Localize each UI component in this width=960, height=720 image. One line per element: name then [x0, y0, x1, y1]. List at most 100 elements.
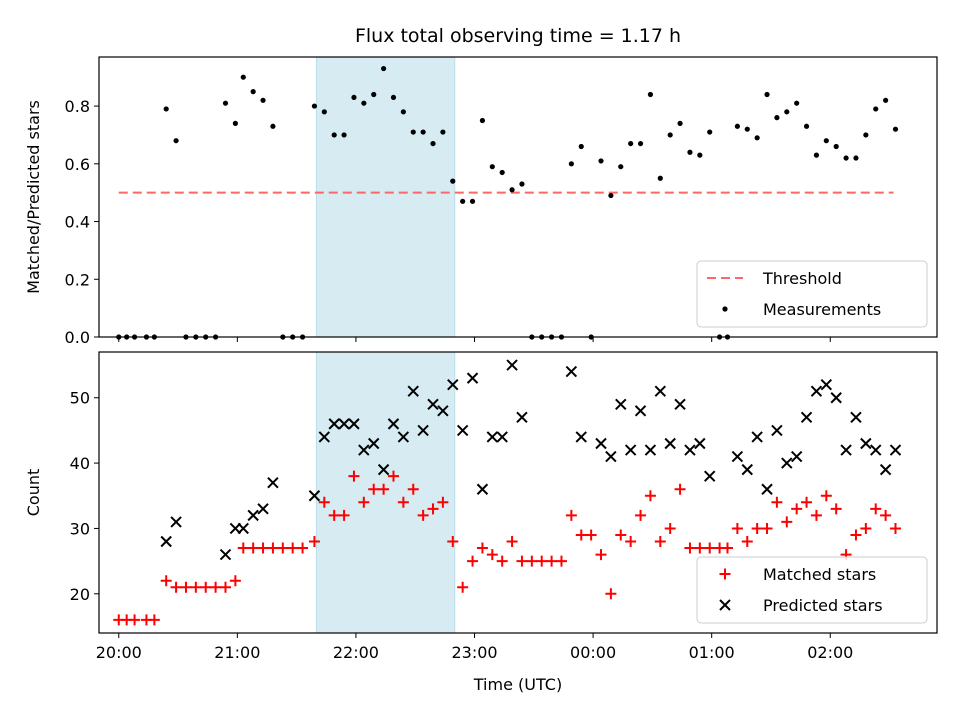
matched-star-point [148, 614, 160, 626]
matched-star-point [585, 529, 597, 541]
count-chart: 20:00 21:00 22:00 23:00 00:00 01:00 02:00 20 30 4… [24, 351, 938, 694]
measurement-point [499, 169, 505, 176]
measurement-point [667, 132, 673, 138]
predicted-star-point [397, 431, 410, 443]
measurement-point [400, 109, 406, 115]
matched-star-point [870, 503, 882, 515]
plot-frame [98, 56, 938, 338]
measurement-point [687, 149, 693, 155]
matched-star-point [368, 483, 380, 495]
matched-star-point [694, 542, 706, 554]
predicted-star-point [781, 457, 793, 469]
matched-star-point [129, 614, 141, 626]
matched-star-point [318, 496, 330, 508]
measurement-point [390, 94, 397, 101]
matched-star-point [781, 516, 793, 528]
measurement-point [321, 109, 327, 115]
matched-star-point [200, 581, 212, 593]
y-tick-label: 20 [70, 585, 90, 604]
predicted-star-point [870, 444, 882, 456]
measurement-point [883, 97, 889, 103]
matched-star-point [506, 536, 518, 548]
matched-star-point [387, 470, 399, 482]
predicted-star-point [437, 405, 449, 417]
measurement-point [440, 129, 446, 135]
count-x-axis-label: Time (UTC) [473, 675, 562, 694]
matched-star-point [277, 542, 289, 554]
measurement-point [873, 106, 879, 112]
measurement-point [628, 140, 634, 147]
predicted-star-point [257, 503, 269, 515]
predicted-star-point [761, 483, 773, 495]
predicted-star-point [850, 411, 862, 424]
matched-star-point [476, 542, 488, 554]
measurement-point [240, 74, 246, 80]
x-tick-label: 23:00 [451, 643, 497, 662]
measurement-point [381, 65, 387, 72]
measurement-point [657, 175, 663, 181]
predicted-star-point [830, 392, 842, 404]
matched-star-point [407, 483, 419, 495]
measurement-point [892, 126, 899, 132]
predicted-star-point [664, 437, 676, 450]
observing-window-shade [315, 351, 456, 634]
matched-star-point [605, 588, 617, 600]
matched-star-point [889, 522, 901, 534]
measurement-point [509, 187, 515, 193]
matched-star-point [555, 555, 567, 567]
predicted-star-point [219, 548, 232, 561]
matched-star-point [684, 542, 696, 554]
measurement-point [803, 123, 810, 129]
measurement-point [341, 132, 347, 138]
matched-star-point [160, 575, 172, 587]
matched-star-point [287, 542, 299, 554]
measurement-point [784, 109, 790, 115]
matched-star-point [575, 529, 587, 541]
predicted-star-point [506, 359, 518, 371]
measurement-point [173, 138, 179, 144]
predicted-star-point [318, 431, 331, 443]
matched-star-point [427, 503, 439, 515]
predicted-star-point [328, 418, 340, 430]
matched-star-point [536, 555, 548, 567]
predicted-star-point [565, 365, 578, 378]
predicted-star-point [731, 450, 744, 463]
predicted-star-point [247, 509, 259, 522]
predicted-star-point [751, 431, 763, 443]
y-tick-label: 50 [70, 389, 90, 408]
observing-window-shade [315, 56, 456, 338]
matched-star-point [348, 470, 360, 482]
y-tick-label: 0.2 [65, 270, 90, 289]
legend-label: Predicted stars [763, 596, 883, 615]
predicted-star-point [338, 418, 350, 430]
matched-star-point [447, 536, 459, 548]
matched-star-point [820, 490, 832, 502]
y-tick-label: 0.6 [65, 155, 90, 174]
x-tick-label: 22:00 [333, 643, 379, 662]
predicted-star-point [377, 463, 390, 476]
x-tick-label: 02:00 [807, 643, 853, 662]
predicted-star-point [694, 437, 706, 450]
matched-star-point [308, 536, 320, 548]
predicted-star-point [860, 437, 872, 450]
measurement-point [222, 100, 229, 106]
legend-measurement-swatch [722, 306, 728, 312]
matched-star-point [247, 542, 259, 554]
measurement-point [250, 89, 256, 95]
predicted-star-point [741, 463, 753, 476]
measurement-point [311, 103, 318, 109]
measurement-point [813, 152, 820, 158]
ratio-chart: 0.0 0.2 0.4 0.6 0.8 Matched/Predicted stars Th… [24, 56, 938, 347]
measurement-point [598, 158, 604, 164]
figure-title: Flux total observing time = 1.17 h [355, 25, 681, 47]
matched-star-point [674, 483, 686, 495]
legend-label: Measurements [763, 300, 881, 319]
predicted-star-point [348, 418, 360, 430]
measurement-point [351, 94, 357, 101]
ratio-y-axis-label: Matched/Predicted stars [24, 100, 43, 294]
matched-star-point [801, 496, 813, 508]
predicted-star-point [575, 431, 587, 443]
measurement-point [489, 164, 495, 170]
predicted-star-point [654, 385, 667, 397]
predicted-star-point [615, 398, 627, 410]
